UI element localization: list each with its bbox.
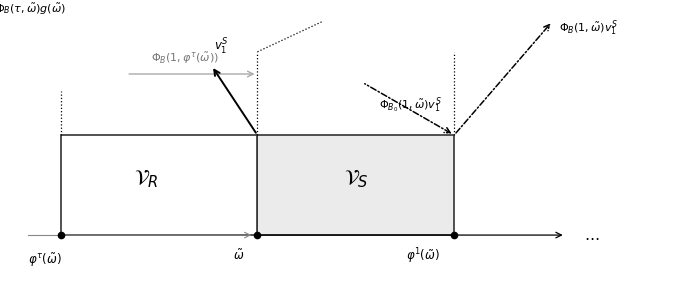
- Text: $\varphi^1(\tilde{\omega})$: $\varphi^1(\tilde{\omega})$: [406, 246, 440, 266]
- Text: $\Phi_B(1, \varphi^\tau(\tilde{\omega}))$: $\Phi_B(1, \varphi^\tau(\tilde{\omega}))…: [151, 51, 219, 66]
- Text: $\tilde{\omega}$: $\tilde{\omega}$: [233, 249, 245, 263]
- Bar: [258, 135, 454, 235]
- Text: $\varphi^\tau(\tilde{\omega})$: $\varphi^\tau(\tilde{\omega})$: [28, 251, 62, 269]
- Bar: [61, 135, 258, 235]
- Text: $\mathcal{V}_S$: $\mathcal{V}_S$: [344, 169, 368, 190]
- Text: $\ldots$: $\ldots$: [584, 227, 599, 243]
- Text: $\mathcal{V}_R$: $\mathcal{V}_R$: [134, 169, 158, 190]
- Text: $\Phi_{B_0}(1, \tilde{\omega})v_1^S$: $\Phi_{B_0}(1, \tilde{\omega})v_1^S$: [379, 95, 441, 115]
- Text: $\Phi_B(1, \tilde{\omega})v_1^S$: $\Phi_B(1, \tilde{\omega})v_1^S$: [559, 19, 618, 38]
- Text: $\Phi_B(\tau, \tilde{\omega})g(\tilde{\omega})$: $\Phi_B(\tau, \tilde{\omega})g(\tilde{\o…: [0, 2, 66, 17]
- Text: $v_1^S$: $v_1^S$: [214, 37, 229, 57]
